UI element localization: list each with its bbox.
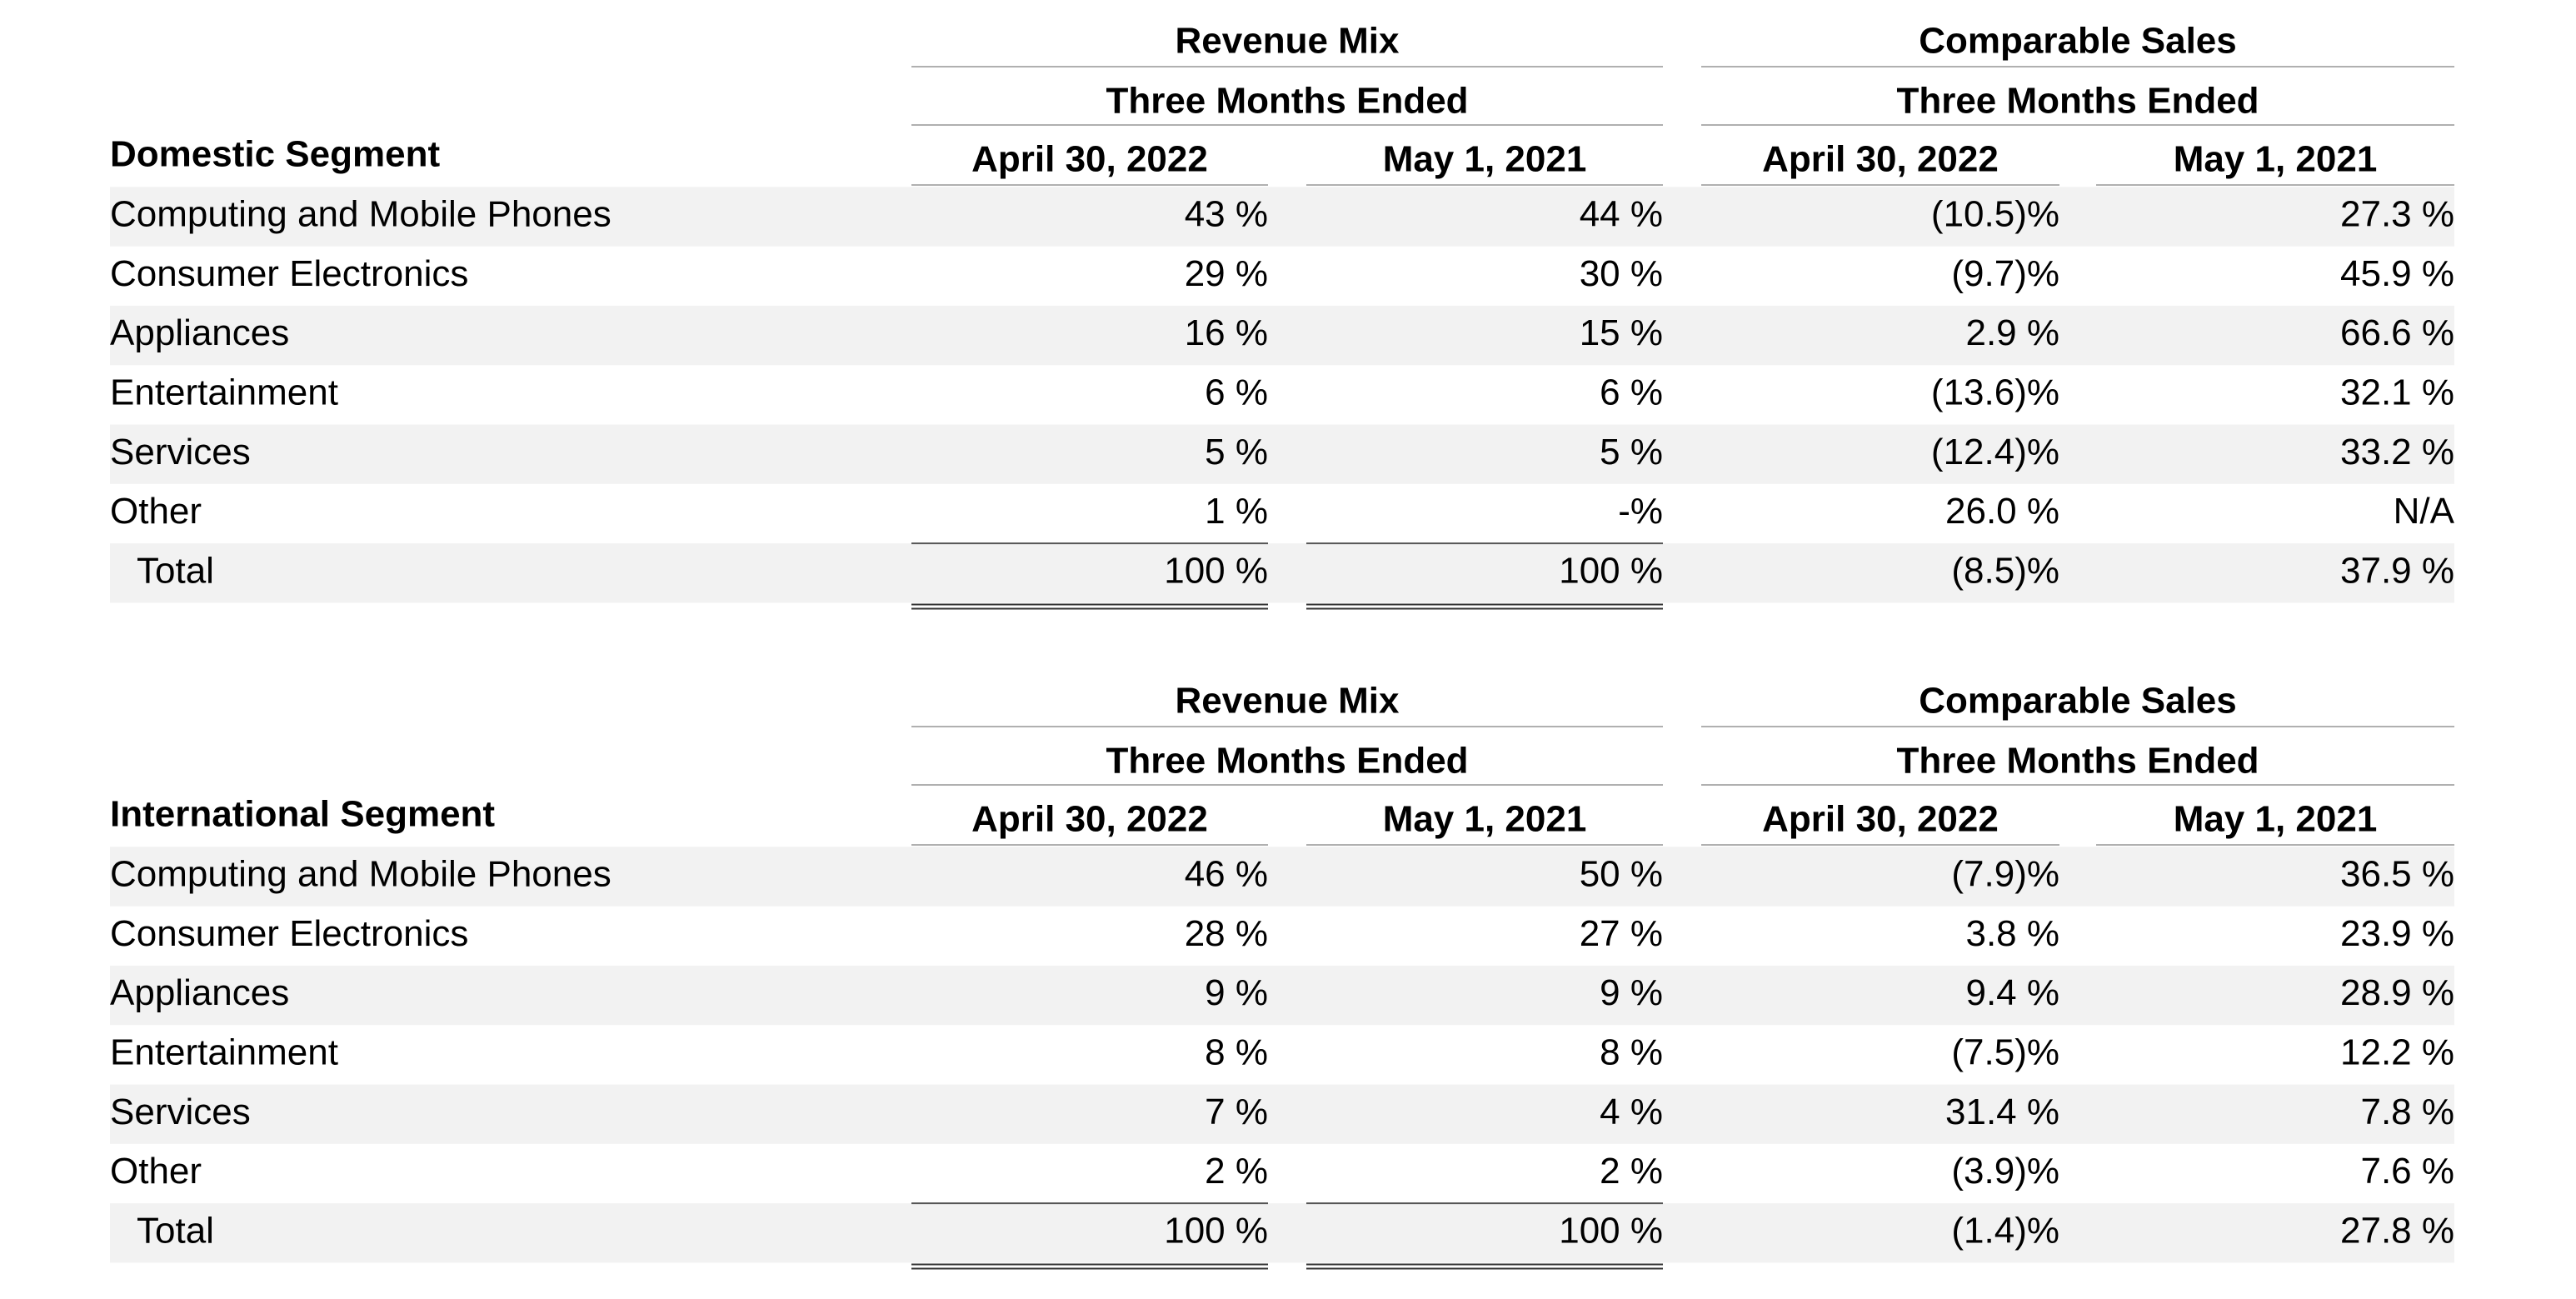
row-shade bbox=[110, 1084, 2454, 1144]
column-header: April 30, 2022 bbox=[971, 139, 1208, 180]
segment-title: Domestic Segment bbox=[110, 134, 440, 175]
cell-value: 100 % bbox=[1559, 1210, 1663, 1251]
cell-value: 28 % bbox=[1185, 913, 1268, 954]
row-shade bbox=[110, 187, 2454, 247]
cell-value: 46 % bbox=[1185, 854, 1268, 895]
cell-value: 2.9 % bbox=[1965, 312, 2059, 353]
column-header: May 1, 2021 bbox=[2174, 139, 2378, 180]
cell-value: 31.4 % bbox=[1945, 1092, 2059, 1132]
cell-value: 9 % bbox=[1600, 972, 1663, 1013]
cell-value: 45.9 % bbox=[2340, 253, 2454, 294]
cell-value: 7.8 % bbox=[2360, 1092, 2454, 1132]
cell-value: (3.9)% bbox=[1951, 1151, 2059, 1192]
row-label: Entertainment bbox=[110, 372, 338, 413]
cell-value: N/A bbox=[2394, 491, 2455, 532]
row-shade bbox=[110, 424, 2454, 484]
cell-value: 33.2 % bbox=[2340, 432, 2454, 472]
row-label: Consumer Electronics bbox=[110, 913, 468, 954]
group-title: Revenue Mix bbox=[1176, 21, 1400, 62]
row-label: Other bbox=[110, 1151, 202, 1192]
column-header: April 30, 2022 bbox=[1762, 139, 1999, 180]
cell-value: 100 % bbox=[1164, 1210, 1268, 1251]
column-header: May 1, 2021 bbox=[1383, 799, 1587, 840]
row-shade bbox=[110, 543, 2454, 603]
row-shade bbox=[110, 305, 2454, 366]
cell-value: 9.4 % bbox=[1965, 972, 2059, 1013]
cell-value: (8.5)% bbox=[1951, 550, 2059, 591]
row-label: Computing and Mobile Phones bbox=[110, 194, 612, 235]
cell-value: 23.9 % bbox=[2340, 913, 2454, 954]
segment-title: International Segment bbox=[110, 794, 495, 835]
cell-value: (13.6)% bbox=[1931, 372, 2059, 413]
cell-value: 7.6 % bbox=[2360, 1151, 2454, 1192]
cell-value: (12.4)% bbox=[1931, 432, 2059, 472]
row-label: Entertainment bbox=[110, 1032, 338, 1073]
group-subtitle: Three Months Ended bbox=[1106, 741, 1468, 782]
cell-value: -% bbox=[1618, 491, 1663, 532]
row-label: Appliances bbox=[110, 972, 289, 1013]
row-label: Total bbox=[137, 1210, 214, 1251]
cell-value: 6 % bbox=[1205, 372, 1268, 413]
column-header: April 30, 2022 bbox=[971, 799, 1208, 840]
cell-value: 12.2 % bbox=[2340, 1032, 2454, 1073]
cell-value: 44 % bbox=[1580, 194, 1663, 235]
cell-value: 30 % bbox=[1580, 253, 1663, 294]
cell-value: 27 % bbox=[1580, 913, 1663, 954]
cell-value: 9 % bbox=[1205, 972, 1268, 1013]
cell-value: (9.7)% bbox=[1951, 253, 2059, 294]
cell-value: 32.1 % bbox=[2340, 372, 2454, 413]
cell-value: 6 % bbox=[1600, 372, 1663, 413]
row-shade bbox=[110, 1203, 2454, 1263]
row-label: Total bbox=[137, 550, 214, 591]
group-title: Comparable Sales bbox=[1919, 21, 2237, 62]
cell-value: 16 % bbox=[1185, 312, 1268, 353]
cell-value: (10.5)% bbox=[1931, 194, 2059, 235]
cell-value: (7.9)% bbox=[1951, 854, 2059, 895]
cell-value: 4 % bbox=[1600, 1092, 1663, 1132]
cell-value: 26.0 % bbox=[1945, 491, 2059, 532]
cell-value: 50 % bbox=[1580, 854, 1663, 895]
cell-value: 2 % bbox=[1600, 1151, 1663, 1192]
group-subtitle: Three Months Ended bbox=[1106, 81, 1468, 122]
cell-value: (1.4)% bbox=[1951, 1210, 2059, 1251]
column-header: April 30, 2022 bbox=[1762, 799, 1999, 840]
cell-value: 100 % bbox=[1559, 550, 1663, 591]
cell-value: 29 % bbox=[1185, 253, 1268, 294]
column-header: May 1, 2021 bbox=[2174, 799, 2378, 840]
group-title: Revenue Mix bbox=[1176, 681, 1400, 722]
row-label: Services bbox=[110, 1092, 251, 1132]
cell-value: 5 % bbox=[1600, 432, 1663, 472]
cell-value: 28.9 % bbox=[2340, 972, 2454, 1013]
column-header: May 1, 2021 bbox=[1383, 139, 1587, 180]
cell-value: 3.8 % bbox=[1965, 913, 2059, 954]
cell-value: 27.8 % bbox=[2340, 1210, 2454, 1251]
cell-value: 43 % bbox=[1185, 194, 1268, 235]
group-subtitle: Three Months Ended bbox=[1896, 81, 2259, 122]
group-subtitle: Three Months Ended bbox=[1896, 741, 2259, 782]
cell-value: 7 % bbox=[1205, 1092, 1268, 1132]
cell-value: 100 % bbox=[1164, 550, 1268, 591]
row-label: Services bbox=[110, 432, 251, 472]
row-label: Consumer Electronics bbox=[110, 253, 468, 294]
cell-value: 66.6 % bbox=[2340, 312, 2454, 353]
cell-value: 5 % bbox=[1205, 432, 1268, 472]
cell-value: 15 % bbox=[1580, 312, 1663, 353]
row-shade bbox=[110, 965, 2454, 1026]
cell-value: 1 % bbox=[1205, 491, 1268, 532]
cell-value: (7.5)% bbox=[1951, 1032, 2059, 1073]
row-label: Appliances bbox=[110, 312, 289, 353]
group-title: Comparable Sales bbox=[1919, 681, 2237, 722]
cell-value: 27.3 % bbox=[2340, 194, 2454, 235]
row-shade bbox=[110, 847, 2454, 907]
cell-value: 2 % bbox=[1205, 1151, 1268, 1192]
cell-value: 36.5 % bbox=[2340, 854, 2454, 895]
row-label: Other bbox=[110, 491, 202, 532]
cell-value: 37.9 % bbox=[2340, 550, 2454, 591]
cell-value: 8 % bbox=[1600, 1032, 1663, 1073]
row-label: Computing and Mobile Phones bbox=[110, 854, 612, 895]
cell-value: 8 % bbox=[1205, 1032, 1268, 1073]
